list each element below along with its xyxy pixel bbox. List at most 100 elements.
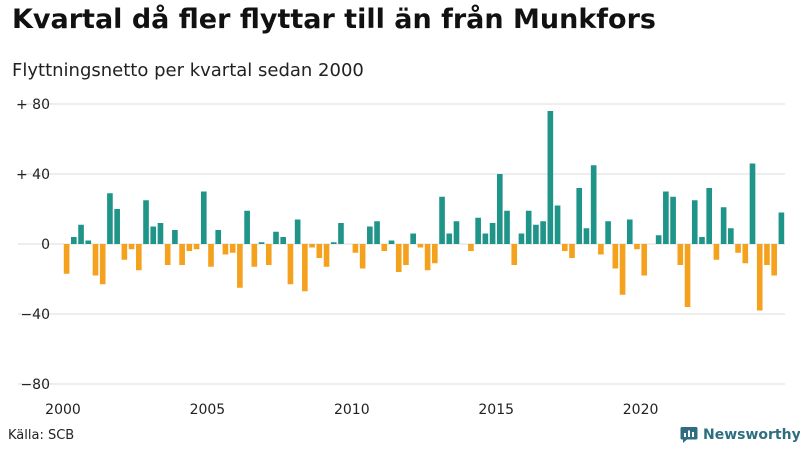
bar — [135, 244, 142, 271]
bar — [641, 244, 648, 276]
bar — [186, 244, 193, 251]
bar — [764, 244, 770, 265]
bar — [294, 219, 301, 244]
bar — [742, 244, 749, 264]
bar — [749, 163, 756, 244]
bar — [569, 244, 575, 258]
bar — [193, 244, 200, 250]
bar — [273, 231, 279, 244]
bar — [496, 174, 503, 244]
bar — [453, 221, 460, 244]
bar — [424, 244, 431, 271]
bar — [92, 244, 99, 276]
bar — [691, 200, 698, 244]
bar — [598, 244, 604, 255]
bar — [215, 230, 222, 244]
bar — [179, 244, 185, 265]
bar — [330, 242, 337, 244]
bar-chart: + 80 + 40 0 −40 −80 2000 2005 2010 2015 2020 — [16, 97, 785, 418]
bar — [143, 200, 149, 244]
bar — [251, 244, 258, 267]
bar — [778, 212, 785, 244]
x-axis-ticks: 2000 2005 2010 2015 2020 — [45, 402, 658, 418]
bar — [71, 237, 77, 244]
bar — [482, 233, 489, 244]
bar — [359, 244, 366, 269]
bar — [489, 223, 496, 244]
bar — [244, 210, 250, 244]
bar — [381, 244, 388, 251]
bar — [540, 221, 546, 244]
bar — [525, 210, 532, 244]
bar — [475, 217, 481, 244]
bar — [583, 228, 590, 244]
bar — [706, 188, 712, 244]
bar — [338, 223, 344, 244]
bar — [626, 219, 633, 244]
x-tick-label: 2020 — [623, 402, 659, 418]
newsworthy-logo[interactable]: Newsworthy — [680, 426, 800, 444]
bar — [504, 210, 510, 244]
y-tick-label: + 80 — [16, 97, 50, 113]
bar — [554, 205, 561, 244]
y-tick-label: + 40 — [16, 167, 50, 183]
bar — [634, 244, 640, 250]
bar — [561, 244, 568, 251]
source-note: Källa: SCB — [8, 428, 75, 443]
bar — [302, 244, 308, 292]
y-tick-label: −40 — [20, 307, 50, 323]
bar — [323, 244, 330, 267]
bar — [265, 244, 272, 265]
bar — [417, 244, 424, 248]
chart-title: Kvartal då fler flyttar till än från Mun… — [12, 4, 656, 35]
bar — [699, 237, 705, 244]
y-axis-ticks: + 80 + 40 0 −40 −80 — [16, 97, 50, 393]
bar — [388, 240, 395, 244]
bar — [655, 235, 662, 244]
bar — [99, 244, 106, 285]
bar — [200, 191, 207, 244]
bar — [107, 193, 113, 244]
bar — [590, 165, 597, 244]
bar — [367, 226, 373, 244]
newsworthy-logo-icon — [680, 427, 698, 443]
bar — [547, 111, 554, 244]
bar — [533, 224, 539, 244]
bar — [432, 244, 438, 264]
bar — [684, 244, 691, 307]
bar — [728, 228, 734, 244]
bar — [677, 244, 684, 265]
bar — [771, 244, 777, 276]
bar — [612, 244, 619, 269]
bar — [287, 244, 294, 285]
x-tick-label: 2010 — [334, 402, 370, 418]
bar — [395, 244, 402, 272]
y-tick-label: −80 — [20, 377, 50, 393]
bar — [208, 244, 214, 267]
brand-name: Newsworthy — [703, 427, 800, 443]
bar — [374, 221, 380, 244]
bar — [720, 207, 727, 244]
y-tick-label: 0 — [41, 237, 50, 253]
bars — [63, 111, 785, 311]
bar — [78, 224, 84, 244]
bar — [222, 244, 229, 255]
bar — [439, 196, 445, 244]
bar — [280, 237, 287, 244]
bar — [229, 244, 236, 253]
bar — [576, 188, 583, 244]
bar — [114, 209, 120, 244]
bar — [352, 244, 359, 253]
bar — [128, 244, 135, 250]
x-tick-label: 2005 — [190, 402, 226, 418]
bar — [164, 244, 171, 265]
x-tick-label: 2015 — [478, 402, 514, 418]
bar — [468, 244, 474, 251]
bar — [316, 244, 323, 258]
bar — [670, 196, 676, 244]
bar — [309, 244, 315, 248]
bar — [619, 244, 626, 295]
bar — [446, 233, 453, 244]
x-tick-label: 2000 — [45, 402, 81, 418]
bar — [518, 233, 525, 244]
